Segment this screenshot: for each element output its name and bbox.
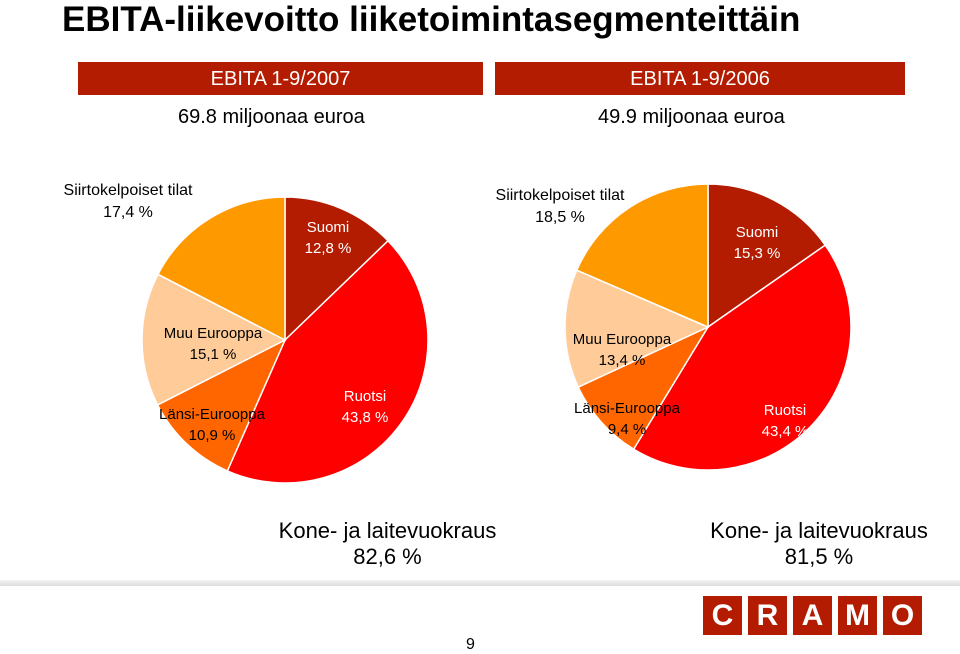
slice-label-name: Siirtokelpoiset tilat xyxy=(64,182,194,199)
slice-label-value: 43,4 % xyxy=(762,423,809,440)
slice-label-name: Suomi xyxy=(736,224,779,241)
slice-label: Länsi-Eurooppa 10,9 % xyxy=(159,406,266,444)
pie-chart-2006: Suomi 15,3 % Ruotsi 43,4 % Länsi-Eurooppa 9,4… xyxy=(496,183,852,471)
pie-slice xyxy=(226,239,429,484)
logo-letter: O xyxy=(883,596,922,635)
pie-slice xyxy=(156,196,286,342)
slice-label: Länsi-Eurooppa 9,4 % xyxy=(574,400,681,438)
page-title: EBITA-liikevoitto liiketoimintasegmentei… xyxy=(62,0,801,39)
slice-label: Siirtokelpoiset tilat 18,5 % xyxy=(496,187,626,226)
logo-letter: M xyxy=(838,596,877,635)
cramo-logo: C R A M O xyxy=(703,596,922,635)
footer-divider xyxy=(0,580,960,586)
pie-chart-2007: Suomi 12,8 % Ruotsi 43,8 % Länsi-Eurooppa 10,… xyxy=(64,182,429,484)
slice-label-value: 17,4 % xyxy=(103,204,153,221)
pie-slice xyxy=(577,325,710,451)
slice-label: Ruotsi 43,8 % xyxy=(342,388,389,426)
page-number: 9 xyxy=(466,636,475,653)
chart-1-subtitle: 69.8 miljoonaa euroa xyxy=(178,106,365,128)
pie-slice xyxy=(564,269,710,389)
slice-label: Siirtokelpoiset tilat 17,4 % xyxy=(64,182,194,221)
slice-label-name: Muu Eurooppa xyxy=(164,325,263,342)
slice-label-name: Muu Eurooppa xyxy=(573,331,672,348)
slice-label-value: 15,3 % xyxy=(734,245,781,262)
slice-label: Ruotsi 43,4 % xyxy=(762,402,809,440)
slice-label-value: 12,8 % xyxy=(305,240,352,257)
chart-1-header-bar: EBITA 1-9/2007 xyxy=(78,62,483,95)
slice-label-value: 13,4 % xyxy=(599,352,646,369)
slice-label: Muu Eurooppa 15,1 % xyxy=(164,325,263,363)
pie-slice xyxy=(284,196,390,342)
pie-slice xyxy=(632,244,852,471)
slice-label-value: 10,9 % xyxy=(189,427,236,444)
chart-2-subtitle: 49.9 miljoonaa euroa xyxy=(598,106,785,128)
slice-label-value: 18,5 % xyxy=(535,209,585,226)
logo-letter: R xyxy=(748,596,787,635)
chart-2-header-bar: EBITA 1-9/2006 xyxy=(495,62,905,95)
slice-label-value: 9,4 % xyxy=(608,421,646,438)
slice-label-name: Länsi-Eurooppa xyxy=(159,406,266,423)
slice-label-value: 15,1 % xyxy=(190,346,237,363)
chart-1-footer: Kone- ja laitevuokraus 82,6 % xyxy=(270,518,505,570)
pie-slice xyxy=(707,183,827,329)
slice-label-name: Ruotsi xyxy=(344,388,387,405)
slice-label-name: Suomi xyxy=(307,219,350,236)
slice-label: Suomi 15,3 % xyxy=(734,224,781,262)
pie-slice xyxy=(141,273,287,406)
chart-2-footer: Kone- ja laitevuokraus 81,5 % xyxy=(700,518,938,570)
slice-label-name: Ruotsi xyxy=(764,402,807,419)
slice-label: Muu Eurooppa 13,4 % xyxy=(573,331,672,369)
pie-slice xyxy=(575,183,709,329)
chart-1-footer-label: Kone- ja laitevuokraus xyxy=(278,518,497,543)
pie-slice xyxy=(156,338,287,472)
chart-2-footer-value: 81,5 % xyxy=(784,544,854,569)
slice-label-name: Länsi-Eurooppa xyxy=(574,400,681,417)
chart-1-footer-value: 82,6 % xyxy=(353,544,422,569)
slice-label-name: Siirtokelpoiset tilat xyxy=(496,187,626,204)
logo-letter: C xyxy=(703,596,742,635)
chart-2-footer-label: Kone- ja laitevuokraus xyxy=(710,518,928,543)
slice-label: Suomi 12,8 % xyxy=(305,219,352,257)
slice-label-value: 43,8 % xyxy=(342,409,389,426)
logo-letter: A xyxy=(793,596,832,635)
